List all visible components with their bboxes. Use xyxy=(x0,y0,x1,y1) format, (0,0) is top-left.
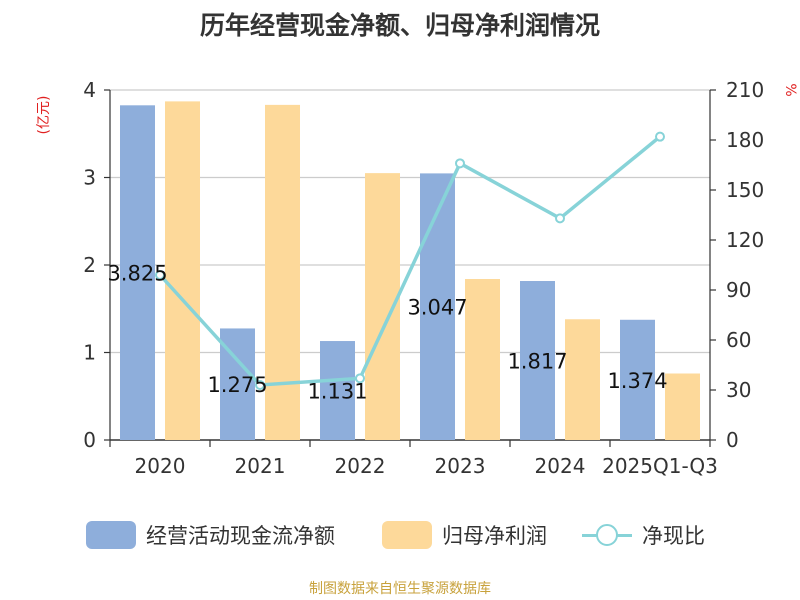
y-right-tick-label: 210 xyxy=(726,78,764,102)
x-tick-label: 2024 xyxy=(535,454,586,478)
bar-net-profit xyxy=(565,319,600,440)
bar-net-profit xyxy=(265,104,300,440)
point-ratio xyxy=(355,373,365,384)
bar-net-profit xyxy=(165,101,200,440)
legend-item-cash-flow[interactable]: 经营活动现金流净额 xyxy=(86,518,335,552)
y-left-tick-label: 3 xyxy=(83,166,96,190)
y-left-tick-label: 0 xyxy=(83,428,96,452)
legend-swatch-ratio xyxy=(582,521,632,549)
y-left-unit-label: (亿元) xyxy=(36,96,52,135)
bar-cash-flow xyxy=(120,105,155,440)
legend-label-ratio: 净现比 xyxy=(642,524,705,548)
bar-net-profit xyxy=(465,279,500,440)
legend: 经营活动现金流净额 归母净利润 净现比 xyxy=(0,518,800,552)
x-tick-label: 2022 xyxy=(335,454,386,478)
y-left-tick-label: 1 xyxy=(83,341,96,365)
line-ratio xyxy=(158,135,662,387)
data-label-cash-flow: 3.825 xyxy=(107,262,167,286)
y-right-tick-label: 0 xyxy=(726,428,739,452)
y-right-tick-label: 90 xyxy=(726,278,751,302)
bar-cash-flow xyxy=(620,319,655,440)
y-left-tick-label: 4 xyxy=(83,78,96,102)
point-ratio xyxy=(555,213,565,224)
legend-swatch-net-profit xyxy=(382,521,432,549)
data-label-cash-flow: 1.131 xyxy=(307,380,367,404)
bar-net-profit xyxy=(665,373,700,440)
y-right-tick-label: 120 xyxy=(726,228,764,252)
legend-item-ratio[interactable]: 净现比 xyxy=(582,518,705,552)
data-label-cash-flow: 1.275 xyxy=(207,373,267,397)
y-right-tick-label: 30 xyxy=(726,378,751,402)
y-right-tick-label: 60 xyxy=(726,328,751,352)
point-ratio xyxy=(155,270,165,280)
point-ratio xyxy=(255,380,265,390)
y-right-unit-label: % xyxy=(782,83,798,96)
x-tick-label: 2025Q1-Q3 xyxy=(602,454,718,478)
y-left-tick-label: 2 xyxy=(83,253,96,277)
bar-cash-flow xyxy=(520,281,555,440)
legend-label-net-profit: 归母净利润 xyxy=(442,524,547,548)
chart-title: 历年经营现金净额、归母净利润情况 xyxy=(199,11,600,40)
source-note: 制图数据来自恒生聚源数据库 xyxy=(309,581,491,597)
data-label-cash-flow: 1.817 xyxy=(507,350,567,374)
legend-label-cash-flow: 经营活动现金流净额 xyxy=(146,524,335,548)
data-label-cash-flow: 1.374 xyxy=(607,369,667,393)
x-tick-label: 2020 xyxy=(135,454,186,478)
point-ratio xyxy=(655,131,665,142)
legend-item-net-profit[interactable]: 归母净利润 xyxy=(382,518,547,552)
bar-cash-flow xyxy=(320,341,355,440)
legend-swatch-cash-flow xyxy=(86,521,136,549)
x-tick-label: 2023 xyxy=(435,454,486,478)
y-right-tick-label: 150 xyxy=(726,178,764,202)
point-ratio xyxy=(455,158,465,169)
x-tick-label: 2021 xyxy=(235,454,286,478)
y-right-tick-label: 180 xyxy=(726,128,764,152)
data-label-cash-flow: 3.047 xyxy=(407,296,467,320)
bar-cash-flow xyxy=(420,173,455,440)
